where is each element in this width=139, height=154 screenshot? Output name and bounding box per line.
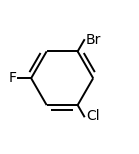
Text: F: F	[8, 71, 16, 85]
Text: Br: Br	[86, 33, 101, 47]
Text: Cl: Cl	[86, 109, 99, 123]
